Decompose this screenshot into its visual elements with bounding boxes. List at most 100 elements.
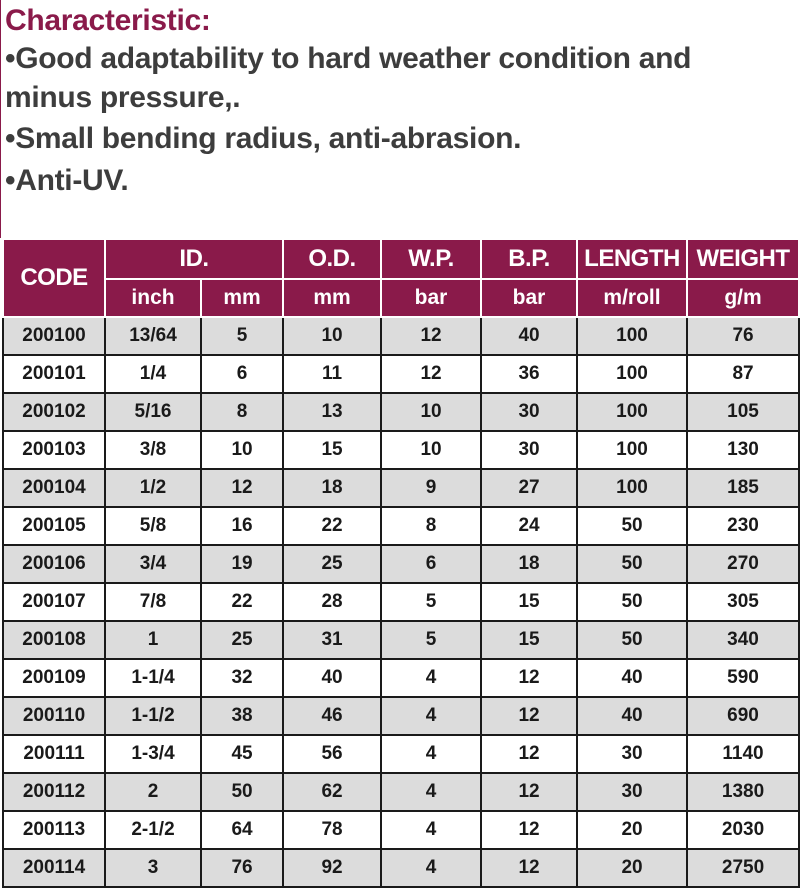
cell-bp: 12 [480,696,579,736]
header-code: CODE [2,238,106,318]
cell-code: 200110 [2,696,106,736]
cell-bp: 15 [480,582,579,622]
cell-code: 200103 [2,430,106,470]
cell-id-inch: 5/8 [104,506,202,546]
header-id: ID. [103,238,285,280]
cell-code: 200114 [2,848,106,888]
cell-bp: 15 [480,620,579,660]
cell-length: 50 [576,506,689,546]
cell-od: 28 [282,582,383,622]
cell-bp: 12 [480,658,579,698]
cell-wp: 8 [380,506,483,546]
cell-id-inch: 1-3/4 [104,734,202,774]
cell-od: 22 [282,506,383,546]
cell-code: 200106 [2,544,106,584]
cell-code: 200112 [2,772,106,812]
cell-id-inch: 13/64 [104,316,202,356]
unit-weight-gm: g/m [686,278,800,318]
cell-bp: 18 [480,544,579,584]
cell-id-inch: 3/4 [104,544,202,584]
cell-bp: 30 [480,392,579,432]
cell-wp: 9 [380,468,483,508]
cell-code: 200111 [2,734,106,774]
cell-id-mm: 8 [199,392,285,432]
unit-od-mm: mm [282,278,383,318]
unit-bp-bar: bar [480,278,579,318]
cell-wp: 4 [380,696,483,736]
cell-weight: 76 [686,316,800,356]
characteristic-section: Characteristic: •Good adaptability to ha… [0,0,800,238]
cell-weight: 230 [686,506,800,546]
characteristic-line-4: •Anti-UV. [5,164,129,197]
cell-wp: 4 [380,772,483,812]
cell-wp: 5 [380,582,483,622]
unit-length-mroll: m/roll [576,278,689,318]
cell-code: 200113 [2,810,106,850]
cell-bp: 12 [480,848,579,888]
cell-od: 15 [282,430,383,470]
cell-wp: 4 [380,848,483,888]
cell-length: 20 [576,848,689,888]
table-row: 200114 3 76 92 4 12 20 2750 [2,848,800,888]
cell-od: 40 [282,658,383,698]
cell-od: 78 [282,810,383,850]
cell-weight: 1140 [686,734,800,774]
table-row: 200105 5/8 16 22 8 24 50 230 [2,506,800,546]
table-row: 200112 2 50 62 4 12 30 1380 [2,772,800,812]
cell-id-mm: 12 [199,468,285,508]
cell-length: 100 [576,354,689,394]
cell-code: 200102 [2,392,106,432]
cell-wp: 4 [380,734,483,774]
cell-code: 200109 [2,658,106,698]
cell-od: 10 [282,316,383,356]
cell-id-inch: 2-1/2 [104,810,202,850]
cell-length: 50 [576,620,689,660]
cell-bp: 24 [480,506,579,546]
cell-length: 100 [576,316,689,356]
table-row: 200106 3/4 19 25 6 18 50 270 [2,544,800,584]
header-od: O.D. [282,238,383,280]
table-row: 200100 13/64 5 10 12 40 100 76 [2,316,800,356]
cell-weight: 1380 [686,772,800,812]
cell-id-mm: 5 [199,316,285,356]
cell-bp: 12 [480,734,579,774]
table-row: 200113 2-1/2 64 78 4 12 20 2030 [2,810,800,850]
cell-weight: 2030 [686,810,800,850]
cell-wp: 5 [380,620,483,660]
cell-id-mm: 38 [199,696,285,736]
header-weight: WEIGHT [686,238,800,280]
unit-id-mm: mm [199,278,285,318]
cell-wp: 4 [380,658,483,698]
cell-od: 13 [282,392,383,432]
cell-bp: 30 [480,430,579,470]
cell-length: 30 [576,772,689,812]
cell-id-mm: 10 [199,430,285,470]
cell-length: 40 [576,658,689,698]
table-row: 200101 1/4 6 11 12 36 100 87 [2,354,800,394]
cell-weight: 185 [686,468,800,508]
cell-wp: 12 [380,354,483,394]
cell-wp: 4 [380,810,483,850]
cell-od: 11 [282,354,383,394]
table-row: 200104 1/2 12 18 9 27 100 185 [2,468,800,508]
cell-weight: 340 [686,620,800,660]
cell-code: 200105 [2,506,106,546]
cell-weight: 690 [686,696,800,736]
cell-id-inch: 1/4 [104,354,202,394]
cell-od: 62 [282,772,383,812]
cell-id-mm: 50 [199,772,285,812]
header-bp: B.P. [480,238,579,280]
cell-length: 20 [576,810,689,850]
cell-id-mm: 76 [199,848,285,888]
cell-wp: 10 [380,392,483,432]
unit-id-inch: inch [104,278,202,318]
cell-id-mm: 64 [199,810,285,850]
cell-code: 200101 [2,354,106,394]
cell-id-mm: 25 [199,620,285,660]
table-row: 200110 1-1/2 38 46 4 12 40 690 [2,696,800,736]
cell-code: 200107 [2,582,106,622]
cell-weight: 130 [686,430,800,470]
cell-od: 25 [282,544,383,584]
table-row: 200108 1 25 31 5 15 50 340 [2,620,800,660]
